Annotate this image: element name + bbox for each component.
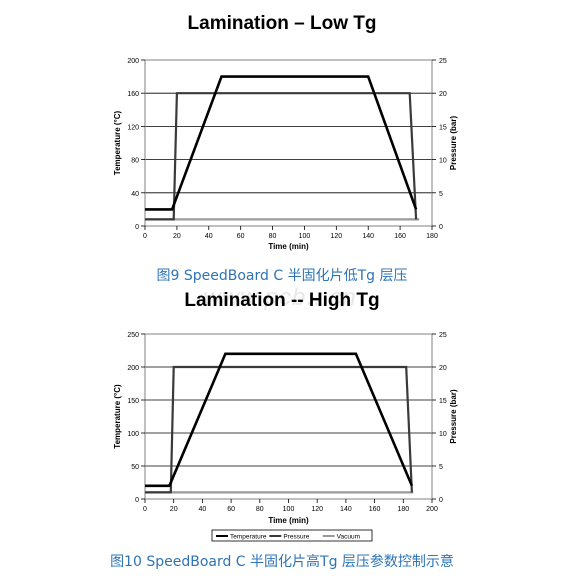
y2-tick-label: 0: [439, 497, 443, 504]
x-tick-label: 40: [199, 506, 207, 513]
y2-tick-label: 20: [439, 91, 447, 98]
series-line-pressure: [145, 92, 418, 221]
y-axis-title: Temperature (°C): [113, 384, 122, 449]
x-tick-label: 20: [170, 506, 178, 513]
y2-tick-label: 10: [439, 158, 447, 165]
caption-low-tg: 图9 SpeedBoard C 半固化片低Tg 层压: [156, 268, 408, 284]
y-axis-title: Temperature (°C): [113, 110, 122, 175]
legend-label-pressure: Pressure: [283, 534, 309, 541]
x-tick-label: 140: [362, 233, 374, 240]
plot-area: [144, 59, 433, 227]
chart-title-high-tg: Lamination -- High Tg: [184, 290, 380, 311]
legend-box: [211, 529, 373, 542]
y-tick-label: 0: [135, 224, 139, 231]
y-tick-label: 120: [127, 124, 139, 131]
y2-tick-label: 10: [439, 431, 447, 438]
x-tick-label: 120: [311, 506, 323, 513]
y-tick-label: 80: [131, 158, 139, 165]
x-tick-label: 160: [394, 233, 406, 240]
y-tick-label: 150: [127, 398, 139, 405]
x-tick-label: 160: [369, 506, 381, 513]
y-tick-label: 100: [127, 431, 139, 438]
x-tick-label: 60: [227, 506, 235, 513]
y2-tick-label: 0: [439, 224, 443, 231]
series-line-pressure: [145, 365, 413, 494]
y-tick-label: 40: [131, 191, 139, 198]
x-tick-label: 120: [330, 233, 342, 240]
caption-high-tg: 图10 SpeedBoard C 半固化片高Tg 层压参数控制示意: [110, 554, 454, 570]
chart-low-tg: 0 40 80 120 160 200 0 5 10 15 20 25 0 20 40 60 80 100 120 1…: [113, 58, 458, 251]
series-line-temperature: [145, 352, 414, 488]
y2-tick-label: 15: [439, 398, 447, 405]
x-axis-title: Time (min): [268, 516, 309, 525]
x-tick-label: 180: [426, 233, 438, 240]
x-tick-label: 180: [397, 506, 409, 513]
x-tick-label: 100: [283, 506, 295, 513]
x-tick-label: 140: [340, 506, 352, 513]
y-tick-label: 250: [127, 332, 139, 339]
y-tick-label: 200: [127, 58, 139, 65]
y2-tick-label: 25: [439, 58, 447, 65]
legend-label-temperature: Temperature: [230, 534, 267, 541]
y2-tick-label: 20: [439, 365, 447, 372]
y-tick-label: 0: [135, 497, 139, 504]
y2-axis-title: Pressure (bar): [449, 116, 458, 171]
x-tick-label: 60: [237, 233, 245, 240]
x-tick-label: 0: [143, 233, 147, 240]
y-tick-label: 50: [131, 464, 139, 471]
y2-tick-label: 15: [439, 124, 447, 131]
x-tick-label: 100: [299, 233, 311, 240]
x-tick-label: 80: [269, 233, 277, 240]
legend-label-vacuum: Vacuum: [337, 534, 360, 541]
series-line-temperature: [145, 75, 418, 211]
y2-axis-title: Pressure (bar): [449, 389, 458, 444]
watermark: www.pcb...cn: [203, 284, 357, 311]
y2-tick-label: 5: [439, 464, 443, 471]
plot-area: [144, 333, 433, 500]
x-axis-title: Time (min): [268, 242, 309, 251]
y2-tick-label: 5: [439, 191, 443, 198]
x-tick-label: 20: [173, 233, 181, 240]
chart-title-low-tg: Lamination – Low Tg: [187, 13, 377, 34]
y-tick-label: 200: [127, 365, 139, 372]
y2-tick-label: 25: [439, 332, 447, 339]
x-tick-label: 200: [426, 506, 438, 513]
x-tick-label: 40: [205, 233, 213, 240]
x-tick-label: 80: [256, 506, 264, 513]
x-tick-label: 0: [143, 506, 147, 513]
y-tick-label: 160: [127, 91, 139, 98]
